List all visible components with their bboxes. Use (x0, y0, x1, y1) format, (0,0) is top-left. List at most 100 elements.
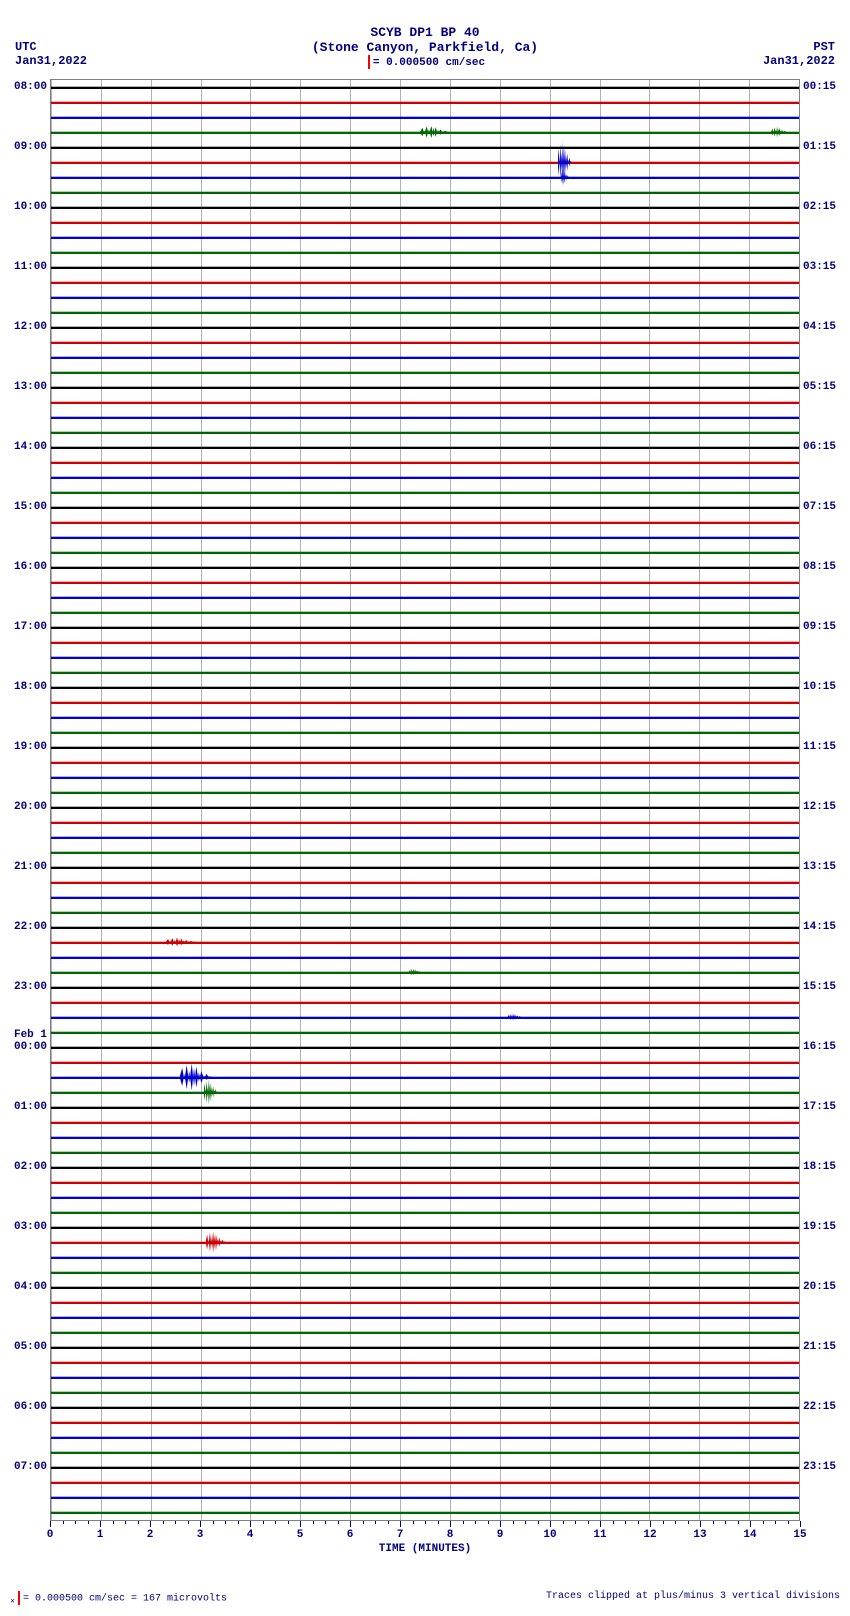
seismic-trace (51, 762, 799, 764)
seismic-trace (51, 162, 799, 164)
footer-right: Traces clipped at plus/minus 3 vertical … (546, 1591, 840, 1607)
utc-time-label: 23:00 (14, 981, 47, 993)
x-tick-label: 7 (397, 1529, 404, 1541)
seismic-trace (51, 1182, 799, 1184)
seismic-trace (51, 687, 799, 689)
seismic-trace (51, 807, 799, 809)
seismic-trace (51, 1452, 799, 1454)
seismic-trace (51, 987, 799, 989)
seismic-event (771, 126, 787, 138)
seismic-trace (51, 1212, 799, 1214)
seismic-event (420, 125, 450, 139)
footer-left: ×= 0.000500 cm/sec = 167 microvolts (10, 1591, 227, 1607)
pst-label: PST Jan31,2022 (763, 40, 835, 68)
x-tick-label: 13 (693, 1529, 706, 1541)
x-tick-label: 0 (47, 1529, 54, 1541)
x-tick-label: 3 (197, 1529, 204, 1541)
x-tick-label: 6 (347, 1529, 354, 1541)
seismic-trace (51, 1077, 799, 1079)
seismic-trace (51, 597, 799, 599)
seismic-trace (51, 1392, 799, 1394)
seismic-trace (51, 447, 799, 449)
seismic-trace (51, 747, 799, 749)
utc-time-label: 16:00 (14, 561, 47, 573)
seismic-trace (51, 1227, 799, 1229)
utc-time-label: 01:00 (14, 1101, 47, 1113)
seismic-trace (51, 387, 799, 389)
seismic-trace (51, 882, 799, 884)
seismic-trace (51, 417, 799, 419)
x-tick-label: 5 (297, 1529, 304, 1541)
utc-time-label: 17:00 (14, 621, 47, 633)
seismic-trace (51, 492, 799, 494)
seismic-trace (51, 177, 799, 179)
x-tick-label: 2 (147, 1529, 154, 1541)
seismic-trace (51, 522, 799, 524)
utc-time-label: 02:00 (14, 1161, 47, 1173)
x-tick-label: 1 (97, 1529, 104, 1541)
seismic-trace (51, 792, 799, 794)
seismic-trace (51, 777, 799, 779)
seismic-trace (51, 267, 799, 269)
utc-time-label: 12:00 (14, 321, 47, 333)
pst-time-label: 16:15 (803, 1041, 836, 1053)
seismic-trace (51, 87, 799, 89)
seismic-trace (51, 1122, 799, 1124)
seismic-trace (51, 1302, 799, 1304)
utc-time-label: 21:00 (14, 861, 47, 873)
seismic-trace (51, 1512, 799, 1514)
seismic-trace (51, 1092, 799, 1094)
utc-time-label: 11:00 (14, 261, 47, 273)
pst-time-label: 17:15 (803, 1101, 836, 1113)
seismogram-plot: 08:0009:0010:0011:0012:0013:0014:0015:00… (50, 79, 800, 1521)
pst-time-label: 19:15 (803, 1221, 836, 1233)
seismic-trace (51, 732, 799, 734)
utc-time-label: 13:00 (14, 381, 47, 393)
pst-time-label: 06:15 (803, 441, 836, 453)
seismic-trace (51, 282, 799, 284)
seismic-trace (51, 117, 799, 119)
pst-time-label: 15:15 (803, 981, 836, 993)
pst-time-label: 14:15 (803, 921, 836, 933)
date-break-label: Feb 1 (14, 1029, 47, 1041)
chart-title-2: (Stone Canyon, Parkfield, Ca) (0, 40, 850, 55)
seismic-trace (51, 1137, 799, 1139)
seismic-trace (51, 222, 799, 224)
seismic-trace (51, 1002, 799, 1004)
seismic-trace (51, 252, 799, 254)
seismic-event (166, 937, 196, 947)
seismic-trace (51, 192, 799, 194)
pst-time-label: 01:15 (803, 141, 836, 153)
x-tick-label: 4 (247, 1529, 254, 1541)
seismic-trace (51, 432, 799, 434)
utc-time-label: 06:00 (14, 1401, 47, 1413)
seismic-trace (51, 1062, 799, 1064)
seismic-trace (51, 582, 799, 584)
seismic-trace (51, 927, 799, 929)
seismic-trace (51, 1497, 799, 1499)
utc-time-label: 09:00 (14, 141, 47, 153)
seismic-trace (51, 1017, 799, 1019)
seismic-trace (51, 642, 799, 644)
seismic-trace (51, 567, 799, 569)
seismic-trace (51, 1407, 799, 1409)
seismic-trace (51, 867, 799, 869)
seismic-trace (51, 1287, 799, 1289)
x-tick-label: 15 (793, 1529, 806, 1541)
pst-time-label: 05:15 (803, 381, 836, 393)
pst-time-label: 23:15 (803, 1461, 836, 1473)
pst-time-label: 12:15 (803, 801, 836, 813)
x-tick-label: 9 (497, 1529, 504, 1541)
seismic-trace (51, 327, 799, 329)
utc-time-label: 04:00 (14, 1281, 47, 1293)
scale-note: = 0.000500 cm/sec (0, 55, 850, 69)
chart-header: SCYB DP1 BP 40 (Stone Canyon, Parkfield,… (0, 0, 850, 69)
seismic-trace (51, 462, 799, 464)
pst-time-label: 21:15 (803, 1341, 836, 1353)
seismic-trace (51, 1467, 799, 1469)
seismic-trace (51, 477, 799, 479)
seismic-trace (51, 537, 799, 539)
x-tick-label: 8 (447, 1529, 454, 1541)
seismic-trace (51, 1197, 799, 1199)
utc-time-label: 03:00 (14, 1221, 47, 1233)
